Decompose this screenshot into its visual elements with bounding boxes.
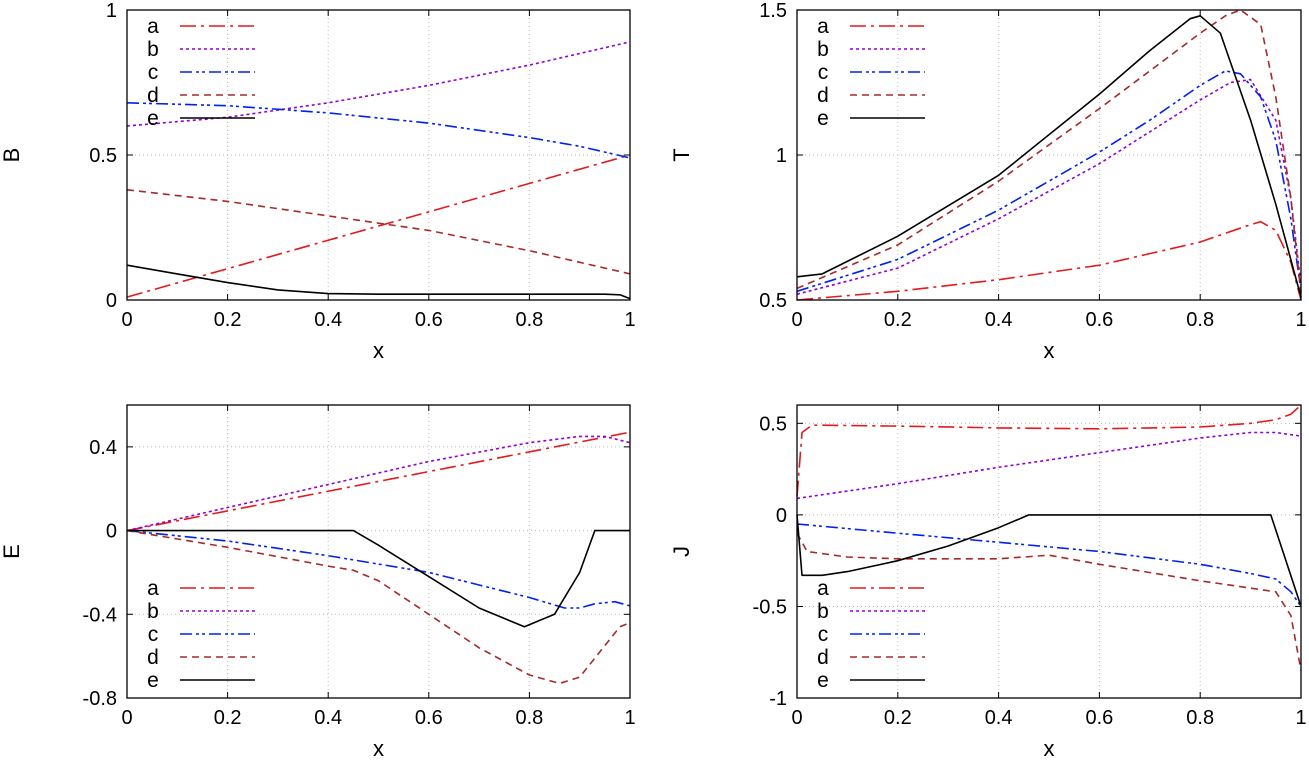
x-tick-label: 0.6	[1085, 309, 1113, 331]
series-line-e	[796, 15, 1302, 298]
x-axis-label: x	[373, 736, 384, 761]
y-tick-label: 1.5	[759, 0, 787, 22]
series-line-d	[796, 532, 1302, 671]
x-tick-label: 0	[791, 707, 802, 729]
x-tick-label: 0.8	[515, 707, 543, 729]
legend-label-a: a	[147, 15, 159, 38]
series-line-e	[127, 529, 630, 628]
series-line-b	[126, 41, 631, 127]
series-line-a	[796, 220, 1302, 301]
y-tick-label: -0.8	[83, 688, 117, 710]
y-tick-label: 0	[106, 290, 117, 312]
x-tick-label: 0.8	[1186, 309, 1214, 331]
x-tick-label: 0.2	[214, 309, 242, 331]
y-axis-label: T	[669, 148, 694, 161]
x-tick-label: 0.6	[415, 309, 443, 331]
series-line-d	[796, 9, 1302, 295]
x-tick-label: 0.4	[985, 707, 1013, 729]
series-line-c	[796, 523, 1302, 607]
x-tick-label: 0.4	[314, 707, 342, 729]
y-axis-label: J	[669, 546, 694, 557]
legend-label-b: b	[147, 38, 159, 61]
legend-label-e: e	[817, 107, 829, 130]
legend-label-d: d	[817, 84, 829, 107]
x-tick-label: 0	[791, 309, 802, 331]
y-tick-label: 0.5	[759, 413, 787, 435]
x-tick-label: 0.8	[1186, 707, 1214, 729]
x-tick-label: 1	[1295, 707, 1306, 729]
series-line-b	[796, 78, 1302, 295]
y-tick-label: 0	[106, 521, 117, 543]
x-tick-label: 0.4	[985, 309, 1013, 331]
legend-label-a: a	[817, 577, 829, 600]
legend-label-b: b	[817, 600, 829, 623]
series-line-b	[126, 435, 631, 532]
legend-label-e: e	[147, 107, 159, 130]
series-line-d	[126, 529, 631, 685]
plot-frame	[796, 404, 1302, 699]
x-tick-label: 1	[624, 309, 635, 331]
series-line-a	[126, 154, 631, 298]
plot-frame	[796, 9, 1302, 301]
plot-frame	[126, 404, 631, 699]
legend-label-b: b	[147, 600, 159, 623]
series-line-c	[126, 529, 631, 609]
y-axis-label: E	[0, 544, 24, 559]
plot-frame	[126, 9, 631, 301]
legend-label-a: a	[817, 15, 829, 38]
x-axis-label: x	[1044, 338, 1055, 363]
x-tick-label: 0.6	[1085, 707, 1113, 729]
legend-label-d: d	[817, 646, 829, 669]
y-tick-label: -1	[769, 688, 787, 710]
series-line-c	[796, 70, 1302, 293]
y-tick-label: 0	[776, 505, 787, 527]
y-tick-label: 0.5	[89, 145, 117, 167]
x-tick-label: 0.8	[515, 309, 543, 331]
y-tick-label: 1	[776, 145, 787, 167]
legend-label-a: a	[147, 577, 159, 600]
legend-label-b: b	[817, 38, 829, 61]
x-tick-label: 1	[1295, 309, 1306, 331]
y-tick-label: 1	[106, 0, 117, 22]
series-line-e	[796, 514, 1302, 607]
y-tick-label: 0.5	[759, 290, 787, 312]
y-tick-label: 0.4	[89, 437, 117, 459]
x-tick-label: 0.6	[415, 707, 443, 729]
x-axis-label: x	[1044, 736, 1055, 761]
x-tick-label: 0.2	[884, 707, 912, 729]
legend-label-c: c	[818, 61, 829, 84]
y-tick-label: -0.4	[83, 604, 117, 626]
legend-label-d: d	[147, 646, 159, 669]
series-line-e	[126, 264, 631, 300]
legend-label-d: d	[147, 84, 159, 107]
series-line-c	[126, 102, 631, 159]
series-line-b	[796, 431, 1302, 500]
x-tick-label: 0	[121, 707, 132, 729]
x-tick-label: 0	[121, 309, 132, 331]
legend-label-c: c	[148, 61, 159, 84]
y-axis-label: B	[0, 148, 24, 163]
series-line-d	[126, 189, 631, 275]
x-tick-label: 0.2	[884, 309, 912, 331]
legend-label-c: c	[818, 623, 829, 646]
x-tick-label: 0.4	[314, 309, 342, 331]
legend-label-c: c	[148, 623, 159, 646]
x-axis-label: x	[373, 338, 384, 363]
legend-label-e: e	[817, 669, 829, 692]
series-line-a	[126, 431, 631, 532]
series-line-a	[796, 404, 1302, 497]
y-tick-label: -0.5	[753, 596, 787, 618]
x-tick-label: 0.2	[214, 707, 242, 729]
legend-label-e: e	[147, 669, 159, 692]
x-tick-label: 1	[624, 707, 635, 729]
